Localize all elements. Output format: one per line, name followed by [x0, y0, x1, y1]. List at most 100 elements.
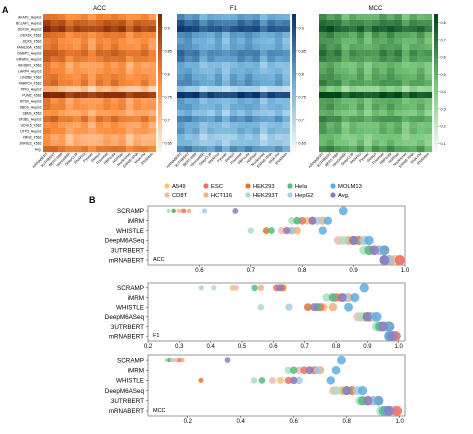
heatmap-cell	[103, 50, 111, 57]
heatmap-cell	[207, 38, 215, 45]
heatmap-cell	[326, 104, 335, 111]
heatmap-cell	[252, 140, 261, 147]
heatmap-cell	[80, 146, 89, 153]
heatmap-row-label: UTP3_HepG2	[20, 130, 41, 134]
heatmap-cell	[244, 74, 253, 81]
data-point	[371, 312, 382, 322]
heatmap-cell	[341, 32, 350, 39]
heatmap-cell	[140, 50, 149, 57]
heatmap-cell	[334, 146, 342, 153]
heatmap-cell	[73, 116, 81, 123]
heatmap-cell	[222, 32, 230, 39]
heatmap-cell	[252, 86, 261, 93]
heatmap-cell	[259, 104, 268, 111]
heatmap-cell	[65, 62, 74, 69]
heatmap-cell	[73, 110, 81, 117]
heatmap-row-label: DDX3X_HepG2	[18, 28, 42, 32]
heatmap-cell	[379, 128, 387, 135]
heatmap-cell	[252, 62, 261, 69]
heatmap-cell	[386, 44, 395, 51]
heatmap-cell	[237, 20, 245, 27]
heatmap-cell	[103, 134, 111, 141]
heatmap-cell	[184, 14, 193, 21]
heatmap-cell	[371, 20, 380, 27]
scatter-panel: SCRAMP iMRM WHISTLE DeepM6ASeq 3UTRBERT mRNAB…	[105, 205, 410, 425]
heatmap-cell	[95, 122, 104, 129]
heatmap-cell	[58, 134, 66, 141]
data-point	[250, 377, 258, 384]
data-point	[171, 208, 176, 214]
data-point	[295, 366, 303, 375]
heatmap-cell	[118, 68, 127, 75]
heatmap-cell	[356, 98, 365, 105]
data-point	[394, 254, 405, 266]
heatmap-cell	[379, 98, 387, 105]
heatmap-cell	[199, 146, 208, 153]
heatmap-cell	[424, 98, 433, 105]
heatmap-cell	[103, 32, 111, 39]
data-point	[364, 235, 374, 246]
heatmap-cell	[274, 134, 283, 141]
heatmap-cell	[386, 56, 395, 63]
heatmap-cell	[341, 26, 350, 33]
heatmap-cell	[424, 92, 433, 99]
legend-swatch	[164, 192, 170, 198]
heatmap-cell	[416, 74, 425, 81]
heatmap-cell	[222, 104, 230, 111]
heatmap-cell	[80, 68, 89, 75]
heatmap-cell	[148, 14, 157, 21]
heatmap-cell	[259, 32, 268, 39]
heatmap-cell	[274, 26, 283, 33]
heatmap-cell	[110, 92, 119, 99]
heatmap-cell	[401, 80, 410, 87]
heatmap-cell	[341, 14, 350, 21]
heatmap-col-label: iDeepS	[366, 151, 378, 163]
heatmap-cell	[110, 98, 119, 105]
heatmap-cell	[148, 32, 157, 39]
heatmap-cell	[192, 146, 200, 153]
heatmap-cell	[401, 74, 410, 81]
heatmap-cell	[356, 80, 365, 87]
colorbar-tick-label: 0.1	[441, 142, 446, 146]
heatmap-cell	[199, 62, 208, 69]
heatmap-cell	[88, 56, 96, 63]
heatmap-cell	[199, 26, 208, 33]
heatmap-cell	[148, 74, 157, 81]
heatmap-cell	[349, 80, 357, 87]
heatmap-cell	[118, 116, 127, 123]
heatmap-cell	[394, 128, 403, 135]
heatmap-cell	[394, 86, 403, 93]
heatmap-cell	[65, 92, 74, 99]
data-point	[288, 217, 296, 225]
heatmap-cell	[58, 110, 66, 117]
heatmap-cell	[259, 122, 268, 129]
heatmap-row-label: PUM2_K562	[22, 94, 41, 98]
x-tick-label: 0.6	[269, 344, 278, 350]
heatmap-cell	[416, 44, 425, 51]
heatmap-cell	[252, 134, 261, 141]
heatmap-cell	[214, 140, 223, 147]
heatmap-cell	[386, 104, 395, 111]
heatmap-cell	[356, 122, 365, 129]
heatmap-cell	[237, 44, 245, 51]
heatmap-cell	[379, 26, 387, 33]
heatmap-cell	[199, 104, 208, 111]
heatmap-cell	[274, 122, 283, 129]
heatmap-cell	[424, 56, 433, 63]
heatmap-cell	[379, 62, 387, 69]
data-point	[384, 405, 395, 416]
heatmap-cell	[103, 68, 111, 75]
heatmap-cell	[371, 32, 380, 39]
data-point	[289, 376, 298, 385]
heatmap-cell	[319, 92, 327, 99]
heatmap-cell	[214, 86, 223, 93]
legend-label: HepG2	[295, 193, 313, 199]
heatmap-cell	[73, 146, 81, 153]
heatmap-cell	[80, 122, 89, 129]
heatmap-cell	[133, 50, 142, 57]
heatmap-cell	[148, 98, 157, 105]
heatmap-cell	[259, 128, 268, 135]
data-point	[284, 366, 293, 374]
heatmap-cell	[118, 74, 127, 81]
heatmap-cell	[379, 122, 387, 129]
